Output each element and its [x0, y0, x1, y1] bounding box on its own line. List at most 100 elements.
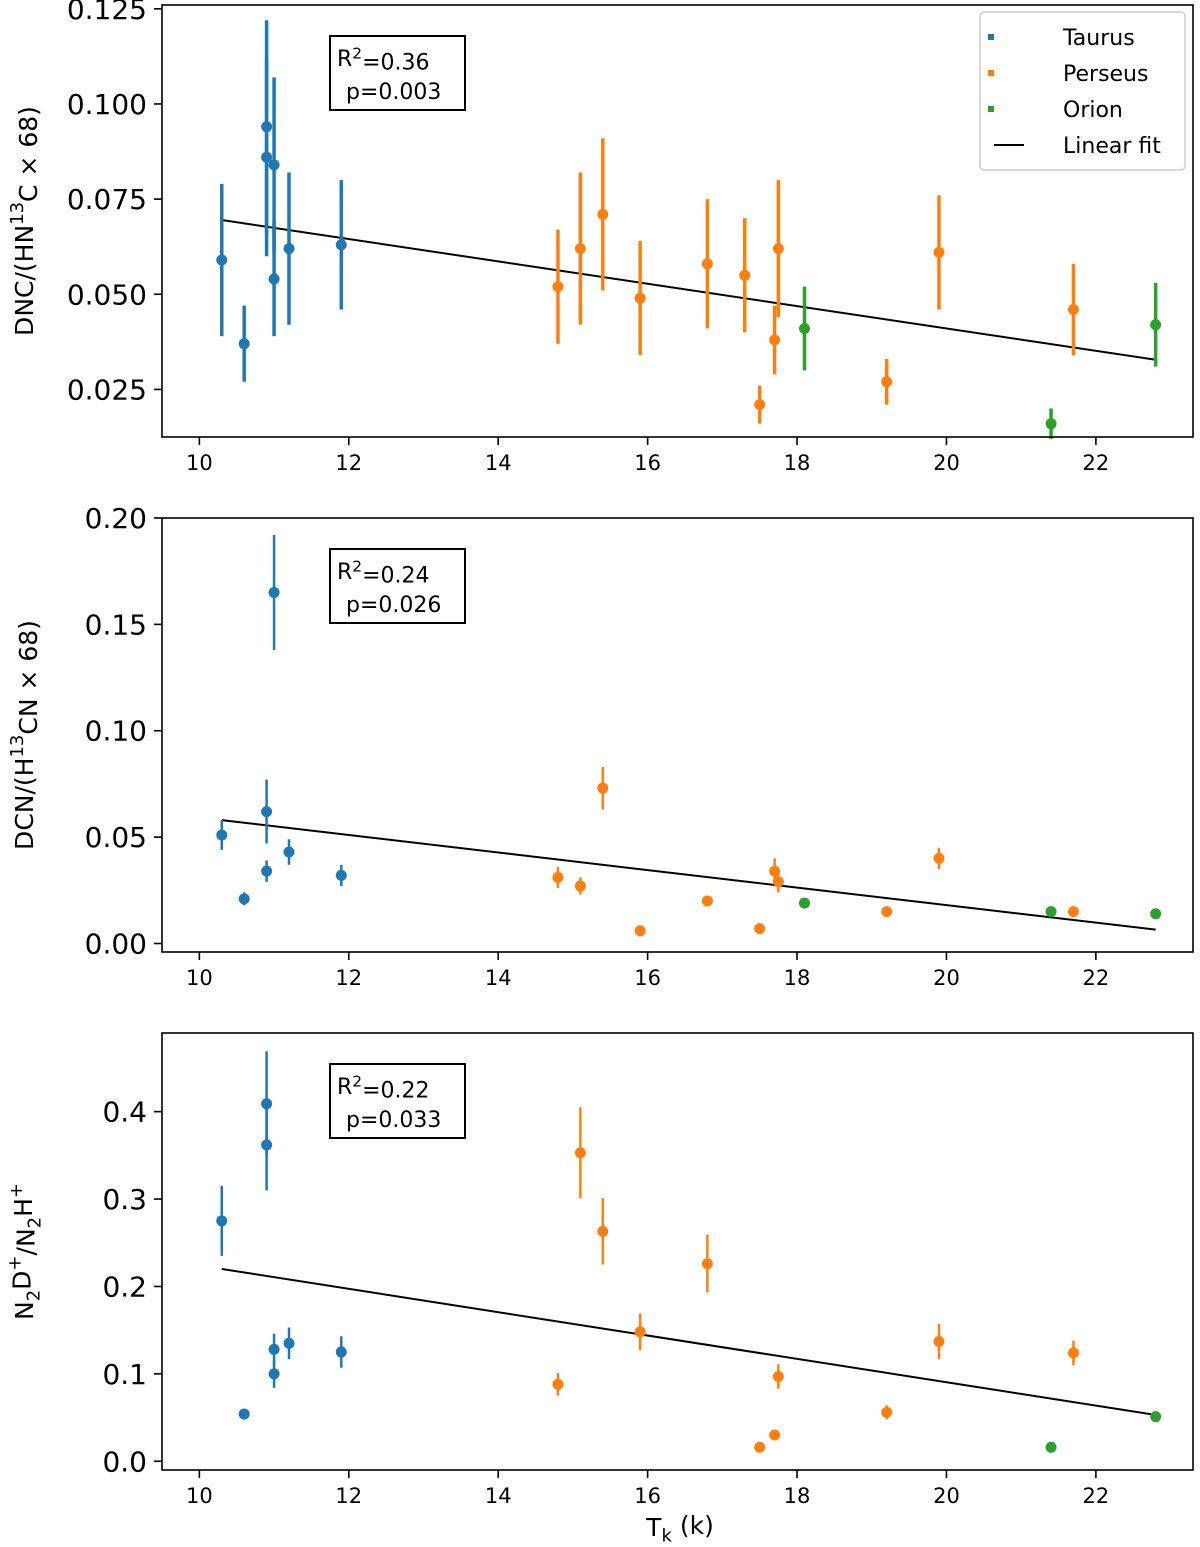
- data-point: [881, 1406, 893, 1418]
- data-point: [754, 399, 766, 411]
- y-tick-label: 0.20: [85, 502, 147, 535]
- y-axis-label-part: DCN/(H: [10, 758, 39, 850]
- plot-frame: [161, 4, 1194, 438]
- data-point: [261, 806, 273, 818]
- y-tick-label: 0.1: [102, 1358, 147, 1391]
- series-perseus: [552, 138, 1079, 424]
- y-tick-label: 0.4: [102, 1096, 147, 1129]
- series-orion: [799, 897, 1162, 920]
- x-tick-label: 22: [1083, 1484, 1110, 1508]
- p-value-label: p=0.033: [346, 1108, 441, 1133]
- linear-fit-line: [221, 819, 1156, 931]
- data-point: [1067, 1347, 1079, 1359]
- data-point: [1045, 418, 1057, 430]
- y-axis-label-part: H: [9, 1198, 38, 1217]
- data-point: [216, 1215, 228, 1227]
- data-point: [597, 782, 609, 794]
- x-tick-label: 16: [634, 451, 661, 475]
- y-tick-label: 0.100: [67, 88, 147, 121]
- series-taurus: [216, 535, 347, 906]
- legend: Taurus Perseus Orion Linear fit: [979, 11, 1186, 171]
- x-tick-label: 10: [186, 966, 213, 990]
- data-point: [799, 323, 811, 335]
- x-tick-label: 14: [485, 451, 512, 475]
- data-point: [1067, 303, 1079, 315]
- y-tick-label: 0.050: [67, 278, 147, 311]
- x-tick-label: 18: [784, 966, 811, 990]
- legend-marker-orion: [988, 106, 994, 112]
- r-squared-symbol: R: [337, 560, 352, 585]
- y-axis-label-part: C × 68): [14, 106, 43, 202]
- data-point: [769, 1429, 781, 1441]
- data-point: [283, 243, 295, 255]
- x-tick-label: 12: [335, 966, 362, 990]
- data-point: [933, 852, 945, 864]
- x-tick-label: 12: [335, 451, 362, 475]
- data-point: [772, 243, 784, 255]
- data-point: [881, 906, 893, 918]
- data-point: [933, 246, 945, 258]
- y-tick-label: 0.0: [102, 1445, 147, 1478]
- data-point: [799, 897, 811, 909]
- plot-frame: [161, 517, 1194, 953]
- series-taurus: [216, 20, 347, 382]
- x-tick-label: 20: [933, 1484, 960, 1508]
- data-point: [1045, 906, 1057, 918]
- y-axis-label: DNC/(HN13C × 68): [7, 106, 43, 336]
- data-point: [754, 1441, 766, 1453]
- data-point: [268, 1343, 280, 1355]
- legend-marker-perseus: [988, 70, 994, 76]
- chart-panel-1: 10 12 14 16 18 20 22 0.025 0.050 0.075 0.100 0.125 D…: [7, 0, 1194, 475]
- y-axis-label-part: 2: [23, 1290, 44, 1301]
- data-point: [597, 208, 609, 220]
- x-tick-label: 18: [784, 451, 811, 475]
- data-point: [268, 1368, 280, 1380]
- data-point: [238, 893, 250, 905]
- stats-annotation-box: [329, 1063, 466, 1139]
- y-axis-label-part: D: [8, 1271, 37, 1290]
- series-perseus: [552, 1107, 1079, 1453]
- data-point: [574, 243, 586, 255]
- data-point: [881, 376, 893, 388]
- data-point: [701, 1258, 713, 1270]
- y-tick-label: 0.10: [85, 715, 147, 748]
- data-point: [216, 254, 228, 266]
- y-tick-label: 0.075: [67, 183, 147, 216]
- chart-panel-2: 10 12 14 16 18 20 22 0.00 0.05 0.10 0.15 0.20 DCN/(H…: [7, 502, 1194, 990]
- r-squared-value: =0.36: [362, 50, 429, 75]
- data-point: [335, 869, 347, 881]
- x-tick-label: 20: [933, 451, 960, 475]
- r-squared-exponent: 2: [352, 44, 362, 62]
- x-axis-label-subscript: k: [661, 1525, 672, 1546]
- plot-frame: [161, 1032, 1194, 1471]
- stats-annotation-box: [329, 35, 466, 111]
- data-point: [701, 258, 713, 270]
- legend-label-perseus: Perseus: [1063, 62, 1148, 87]
- linear-fit-line: [221, 1267, 1156, 1416]
- data-point: [634, 1326, 646, 1338]
- data-point: [634, 925, 646, 937]
- y-tick-label: 0.00: [85, 927, 147, 960]
- x-tick-label: 16: [634, 1484, 661, 1508]
- r-squared-symbol: R: [337, 1075, 352, 1100]
- data-point: [552, 281, 564, 293]
- data-point: [335, 239, 347, 251]
- series-taurus: [216, 1051, 347, 1420]
- legend-box: [979, 11, 1186, 171]
- data-point: [597, 1225, 609, 1237]
- legend-label-linear-fit: Linear fit: [1063, 134, 1161, 159]
- x-tick-label: 14: [485, 966, 512, 990]
- y-axis-label-part: 2: [25, 1217, 46, 1228]
- x-tick-label: 14: [485, 1484, 512, 1508]
- r-squared-exponent: 2: [352, 557, 362, 575]
- r-squared-value: =0.24: [362, 563, 429, 588]
- p-value-label: p=0.026: [346, 593, 441, 618]
- data-point: [552, 872, 564, 884]
- data-point: [261, 151, 273, 163]
- x-tick-label: 12: [335, 1484, 362, 1508]
- data-point: [1150, 908, 1162, 920]
- y-axis-label-part: DNC/(HN: [10, 225, 39, 336]
- data-point: [1067, 906, 1079, 918]
- linear-fit-line: [221, 219, 1156, 361]
- x-tick-label: 22: [1083, 966, 1110, 990]
